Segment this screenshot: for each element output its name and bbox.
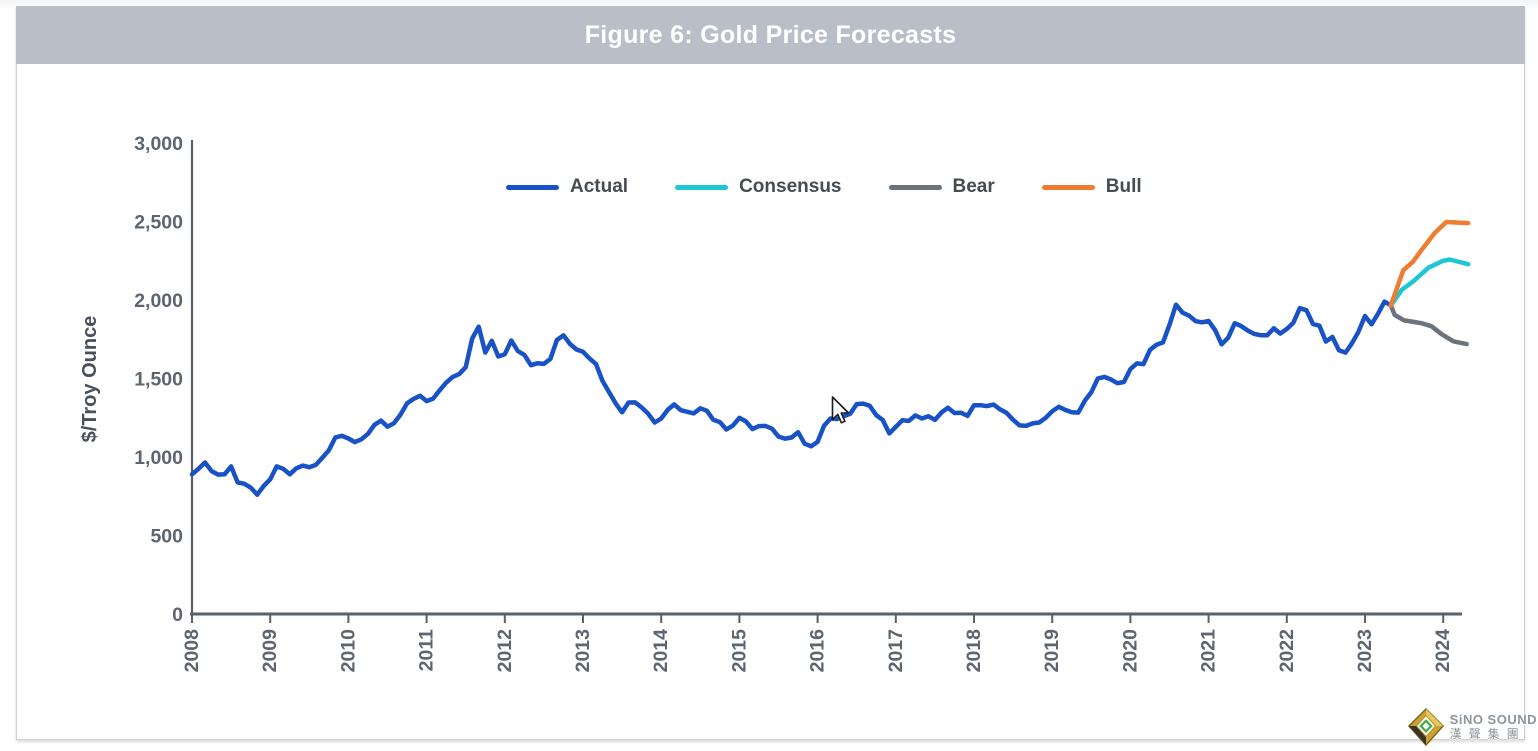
figure-card <box>16 6 1525 740</box>
legend-item-actual: Actual <box>506 176 628 198</box>
legend-item-bear: Bear <box>888 176 995 198</box>
sino-sound-watermark: SiNO SOUND 漢聲集團 <box>1407 707 1537 747</box>
bear-line-swatch <box>888 184 942 190</box>
legend-item-bull: Bull <box>1041 176 1142 198</box>
watermark-brand-text: SiNO SOUND <box>1449 711 1537 727</box>
watermark-brand-cn-text: 漢聲集團 <box>1449 726 1526 741</box>
bull-line-swatch <box>1041 184 1095 190</box>
actual-line-swatch <box>506 184 559 190</box>
legend-label-consensus: Consensus <box>739 176 842 197</box>
legend-label-bear: Bear <box>952 176 995 197</box>
legend-item-consensus: Consensus <box>675 176 842 198</box>
legend-label-bull: Bull <box>1105 176 1142 197</box>
y-axis-title: $/Troy Ounce <box>79 315 101 443</box>
figure-title-bar: Figure 6: Gold Price Forecasts <box>16 6 1525 64</box>
consensus-line-swatch <box>675 184 729 190</box>
figure-title: Figure 6: Gold Price Forecasts <box>584 20 957 49</box>
chart-legend: Actual Consensus Bear Bull <box>506 176 1142 198</box>
mouse-cursor-icon <box>831 396 853 426</box>
sino-sound-diamond-logo-icon <box>1407 707 1444 747</box>
legend-label-actual: Actual <box>570 176 629 197</box>
